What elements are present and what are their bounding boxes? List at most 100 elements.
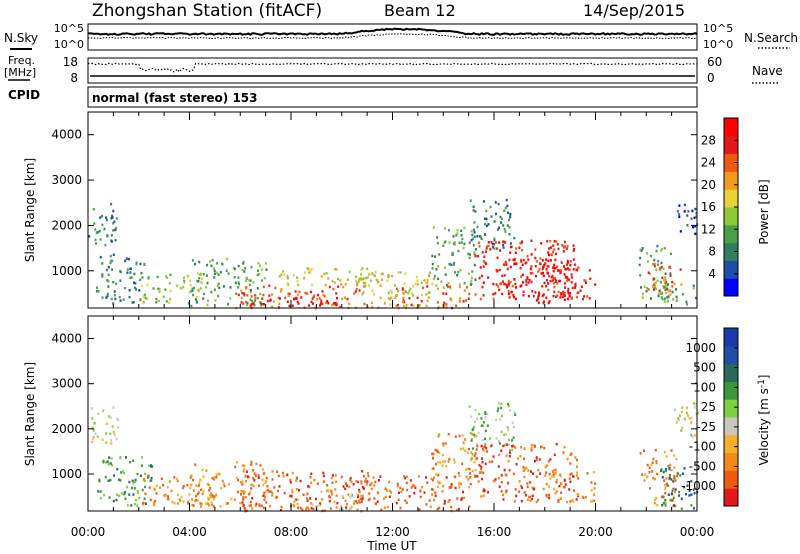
velocity-region-10	[545, 469, 597, 504]
time-tick-label-3: 12:00	[375, 525, 410, 539]
velocity-colorbar-segment-3	[724, 434, 738, 454]
velocity-colorbar: 1000 500 100 25 -25 -100 -500 -1000	[681, 327, 739, 507]
power-region-16	[660, 284, 697, 306]
velocity-region-0	[90, 406, 120, 445]
power-ytick-label-1: 2000	[51, 218, 82, 232]
velocity-y-ticks: 1000 2000 3000 4000	[51, 332, 697, 481]
velocity-region-2	[142, 474, 214, 508]
cpid-text: normal (fast stereo) 153	[92, 91, 258, 105]
power-region-13	[548, 266, 597, 301]
power-colorbar-label-1: 24	[701, 156, 716, 170]
nave-tick-bottom: 0	[707, 71, 715, 85]
velocity-colorbar-segment-1	[724, 470, 738, 489]
velocity-colorbar-segment-6	[724, 381, 738, 400]
power-colorbar-label-5: 8	[708, 245, 716, 259]
cpid-label: CPID	[8, 88, 40, 102]
power-region-6	[278, 266, 379, 287]
velocity-region-1	[97, 456, 154, 507]
velocity-panel-frame	[87, 315, 698, 512]
velocity-region-9	[474, 442, 580, 504]
power-ytick-label-2: 3000	[51, 173, 82, 187]
time-tick-label-0: 00:00	[71, 525, 106, 539]
nsearch-label: N.Search	[744, 31, 798, 45]
power-region-17	[676, 203, 699, 236]
power-y-ticks: 1000 2000 3000 4000	[51, 128, 697, 278]
power-colorbar-segment-1	[724, 260, 738, 279]
velocity-colorbar-label-3: 25	[701, 400, 716, 414]
freq-label-line2: [MHz]	[4, 66, 36, 79]
power-colorbar-label-4: 12	[701, 222, 716, 236]
power-region-14	[638, 244, 674, 303]
beam-label: Beam 12	[384, 1, 456, 20]
power-colorbar-segment-4	[724, 207, 738, 226]
time-tick-label-4: 16:00	[477, 525, 512, 539]
velocity-colorbar-segment-5	[724, 399, 738, 418]
velocity-colorbar-segment-8	[724, 345, 738, 365]
velocity-colorbar-segment-0	[724, 488, 738, 507]
x-axis-title: Time UT	[366, 539, 417, 553]
freq-tick-top: 18	[63, 55, 78, 69]
freq-label-line1: Freq.	[8, 54, 35, 67]
nsky-panel-frame	[87, 23, 698, 51]
velocity-region-13	[673, 402, 699, 438]
velocity-colorbar-segment-4	[724, 417, 738, 436]
velocity-colorbar-label-2: 100	[693, 380, 716, 394]
nave-trace	[87, 62, 698, 74]
velocity-colorbar-segment-2	[724, 452, 738, 471]
power-region-8	[395, 285, 471, 310]
power-scatter-regions	[88, 198, 699, 310]
nave-label: Nave	[752, 64, 783, 78]
power-x-ticks	[87, 112, 698, 308]
velocity-region-7	[431, 432, 478, 489]
power-region-9	[431, 226, 477, 287]
power-colorbar-label: Power [dB]	[757, 179, 771, 244]
power-region-7	[354, 271, 446, 310]
power-ytick-label-3: 4000	[51, 128, 82, 142]
velocity-colorbar-label-4: -25	[696, 420, 716, 434]
power-colorbar-label-0: 28	[701, 133, 716, 147]
velocity-ytick-label-3: 4000	[51, 332, 82, 346]
velocity-ytick-label-0: 1000	[51, 467, 82, 481]
power-colorbar-segment-3	[724, 224, 738, 244]
power-colorbar-segment-2	[724, 242, 738, 261]
velocity-colorbar-segment-9	[724, 328, 738, 347]
cpid-panel-frame	[87, 86, 698, 108]
velocity-region-6	[354, 474, 471, 513]
freq-panel-frame	[87, 57, 698, 84]
velocity-region-12	[660, 467, 699, 510]
time-tick-label-6: 00:00	[680, 525, 715, 539]
velocity-scatter-regions	[90, 402, 699, 513]
nsearch-trace	[87, 33, 698, 40]
power-colorbar-segment-0	[724, 278, 738, 297]
velocity-region-5	[291, 488, 356, 512]
nsky-label: N.Sky	[4, 31, 38, 45]
velocity-colorbar-label-6: -500	[689, 459, 716, 473]
power-ytick-label-0: 1000	[51, 264, 82, 278]
velocity-region-4	[240, 470, 369, 513]
power-colorbar: 28 24 20 16 12 8 4	[701, 117, 739, 297]
power-region-5	[240, 296, 338, 309]
nsky-trace	[88, 27, 698, 36]
power-colorbar-label-2: 20	[701, 178, 716, 192]
velocity-colorbar-segment-7	[724, 363, 738, 382]
power-region-1	[95, 253, 146, 305]
power-panel: 1000 2000 3000 4000 Slant Range [km]	[23, 111, 699, 310]
velocity-region-3	[189, 460, 268, 508]
velocity-colorbar-frame	[723, 327, 739, 507]
power-colorbar-segment-5	[724, 189, 738, 208]
date-label: 14/Sep/2015	[583, 1, 685, 20]
power-region-0	[88, 202, 118, 247]
power-region-10	[468, 198, 516, 250]
freq-tick-bottom: 8	[70, 71, 78, 85]
velocity-colorbar-label-5: -100	[689, 440, 716, 454]
station-title: Zhongshan Station (fitACF)	[92, 1, 322, 21]
velocity-colorbar-label-1: 500	[693, 361, 716, 375]
velocity-ytick-label-1: 2000	[51, 422, 82, 436]
time-tick-label-1: 04:00	[172, 525, 207, 539]
velocity-colorbar-label: Velocity [m s-1]	[757, 375, 771, 466]
velocity-x-ticks	[87, 316, 698, 511]
power-ylabel: Slant Range [km]	[23, 158, 37, 262]
power-region-12	[494, 258, 572, 305]
power-region-2	[139, 272, 204, 305]
